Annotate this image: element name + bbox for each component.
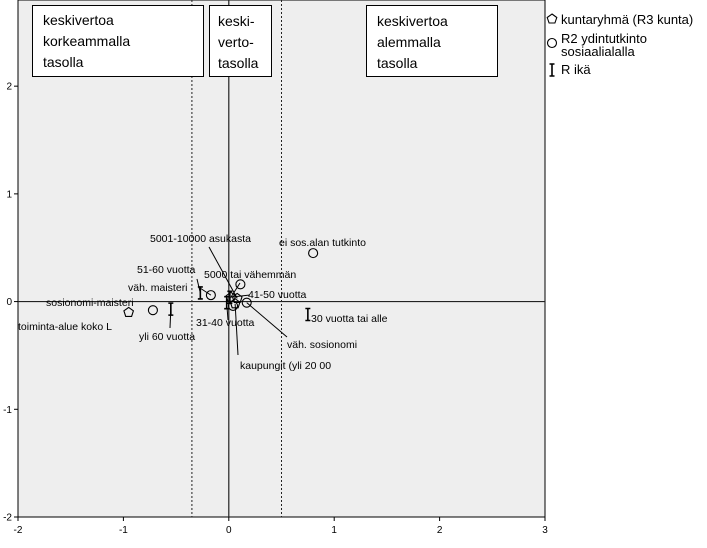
data-label: 41-50 vuotta [248, 289, 307, 301]
x-tick-label: -1 [119, 525, 128, 536]
legend-label: R ikä [561, 62, 591, 77]
legend-symbol [549, 63, 555, 77]
data-label: 30 vuotta tai alle [311, 313, 388, 325]
data-point [123, 306, 135, 317]
legend-label: kuntaryhmä (R3 kunta) [561, 12, 694, 27]
data-point [168, 302, 174, 316]
leader-line [208, 246, 238, 299]
x-tick-label: 2 [437, 525, 443, 536]
region-box-lower: keskivertoa alemmalla tasolla [366, 5, 498, 77]
region-line: tasolla [377, 55, 418, 71]
region-line: tasolla [218, 55, 259, 71]
data-label: väh. sosionomi [287, 339, 357, 351]
data-point [147, 305, 158, 316]
x-tick-label: 1 [331, 525, 337, 536]
data-label: sosionomi-maisteri [46, 297, 134, 309]
region-box-higher: keskivertoa korkeammalla tasolla [32, 5, 204, 77]
data-label: 51-60 vuotta [137, 264, 196, 276]
data-point [227, 290, 233, 305]
region-line: korkeammalla [43, 33, 131, 49]
data-point [305, 307, 311, 322]
y-tick-label: -2 [3, 513, 12, 524]
legend-label: sosiaalialalla [561, 44, 635, 59]
legend-item-ika: R ikä [561, 63, 591, 76]
data-label: 31-40 vuotta [196, 317, 255, 329]
region-line: keskivertoa [43, 12, 114, 28]
region-box-average: keski- verto- tasolla [209, 5, 272, 77]
leader-line [230, 282, 241, 298]
data-label: kaupungit (yli 20 00 [240, 360, 331, 372]
plot-area [17, 0, 546, 518]
region-line: tasolla [43, 54, 84, 70]
x-tick-label: 3 [542, 525, 548, 536]
legend-symbol [546, 13, 558, 24]
data-point [231, 292, 243, 303]
legend-item-kuntaryhma: kuntaryhmä (R3 kunta) [561, 13, 693, 26]
data-point [224, 295, 230, 310]
y-tick-label: 0 [6, 297, 12, 308]
x-tick-label: 0 [226, 525, 232, 536]
leader-line [246, 302, 288, 338]
region-line: verto- [218, 34, 254, 50]
y-tick-label: 1 [6, 189, 12, 200]
data-point [308, 248, 319, 259]
data-point [227, 300, 239, 311]
region-line: alemmalla [377, 34, 441, 50]
region-line: keskivertoa [377, 13, 448, 29]
legend-item-ydintutkinto: R2 ydintutkinto sosiaalialalla [561, 32, 647, 58]
data-point [197, 286, 203, 300]
legend-label: R2 ydintutkinto [561, 31, 647, 46]
leader-line [234, 303, 239, 356]
region-line: keski- [218, 13, 255, 29]
data-label: ei sos.alan tutkinto [279, 237, 366, 249]
legend-symbol [546, 37, 558, 49]
data-label: yli 60 vuotta [139, 331, 195, 343]
y-tick-label: -1 [3, 405, 12, 416]
data-label: toiminta-alue koko L [18, 321, 112, 333]
data-label: 5000 tai vähemmän [204, 269, 296, 281]
data-point [205, 290, 216, 301]
data-point [235, 279, 246, 290]
y-tick-label: 2 [6, 82, 12, 93]
data-label: väh. maisteri [128, 282, 188, 294]
data-label: 5001-10000 asukasta [150, 233, 251, 245]
leader-line [199, 287, 212, 296]
data-point [241, 297, 252, 308]
x-tick-label: -2 [14, 525, 23, 536]
